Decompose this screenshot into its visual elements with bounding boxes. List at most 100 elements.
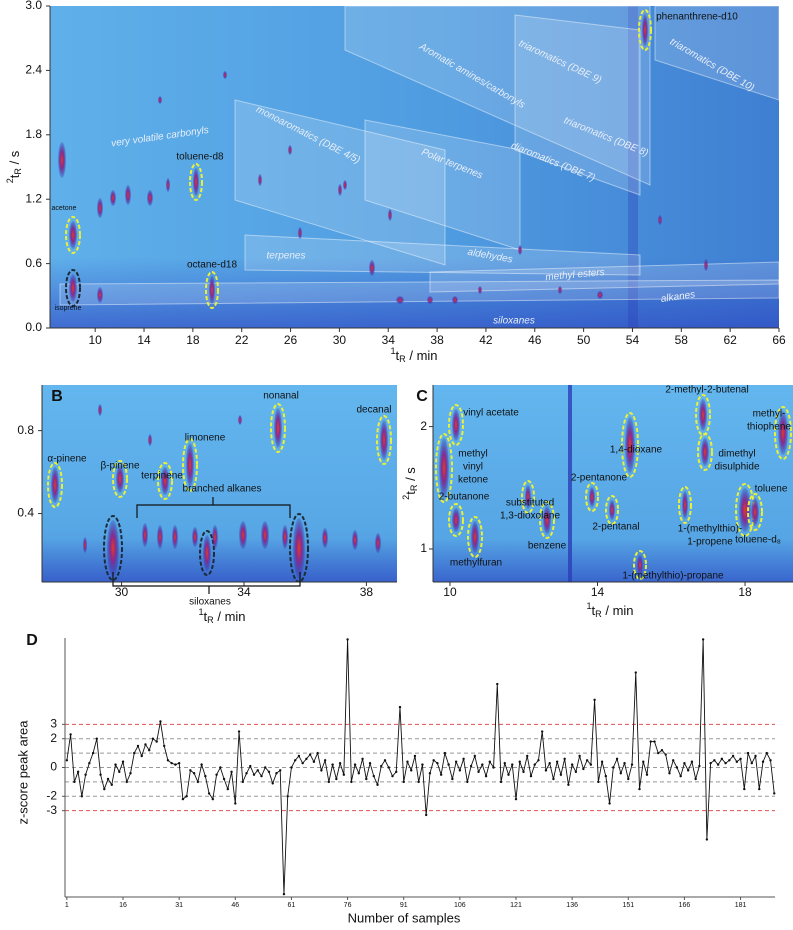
- y-tick-label: -2: [46, 788, 57, 802]
- peak: [288, 145, 292, 155]
- x-tick-label: 30: [333, 333, 347, 347]
- data-point: [522, 770, 525, 774]
- peak: [322, 528, 328, 548]
- x-tick-label: 34: [382, 333, 396, 347]
- data-point: [746, 751, 750, 755]
- data-point: [413, 754, 417, 758]
- peak-highlight: [448, 404, 464, 446]
- peak: [223, 71, 227, 79]
- peak-highlight: [697, 433, 713, 471]
- compound-class-region: [244, 234, 641, 276]
- data-point: [585, 759, 589, 762]
- data-point: [395, 770, 398, 774]
- peak-annotation: terpinene: [141, 471, 183, 482]
- peak-highlight: [695, 394, 711, 436]
- data-point: [761, 760, 765, 763]
- peak-highlight: [205, 271, 219, 309]
- data-point: [200, 763, 203, 766]
- peak-annotation: β-pinene: [100, 461, 140, 472]
- panel-label: B: [51, 388, 63, 405]
- axis-label-part: R: [13, 168, 23, 175]
- x-tick-label: 42: [479, 333, 493, 347]
- data-point: [91, 751, 95, 755]
- y-tick-label: 2: [50, 731, 57, 745]
- data-point: [361, 757, 364, 761]
- x-tick-label: 76: [344, 902, 352, 909]
- y-tick-label: 0.8: [17, 423, 34, 437]
- data-point: [563, 757, 566, 761]
- data-point: [615, 757, 619, 761]
- peak: [161, 467, 169, 495]
- peak: [427, 296, 433, 304]
- data-point: [728, 759, 731, 762]
- x-tick-label: 46: [231, 902, 239, 909]
- peak: [282, 525, 288, 549]
- data-point: [312, 760, 316, 763]
- data-point: [638, 787, 641, 791]
- column-bleed-band: [42, 538, 397, 582]
- data-point: [264, 766, 267, 769]
- data-point: [686, 769, 690, 772]
- peak-highlight: [65, 216, 81, 254]
- data-point: [683, 761, 686, 765]
- peak: [69, 274, 77, 302]
- peak-annotation: toluene-d₈: [735, 535, 781, 546]
- data-point: [660, 749, 664, 752]
- x-tick-label: 50: [577, 333, 591, 347]
- data-point: [634, 671, 637, 674]
- data-point: [608, 802, 611, 805]
- data-point: [612, 766, 615, 769]
- peak: [110, 190, 116, 206]
- data-point: [735, 760, 739, 763]
- data-point: [653, 740, 656, 743]
- data-point: [249, 764, 252, 768]
- data-point: [544, 769, 548, 772]
- data-point: [308, 753, 312, 756]
- y-axis-label: z-score peak area: [15, 720, 30, 825]
- peak: [682, 491, 688, 519]
- panel-label: C: [416, 388, 428, 405]
- peak: [597, 291, 603, 299]
- data-point: [627, 777, 630, 781]
- peak-annotation: 2-pentanal: [592, 522, 639, 533]
- data-point: [133, 751, 136, 755]
- compound-class-region: [234, 99, 446, 266]
- peak-annotation: acetone: [52, 205, 77, 212]
- data-point: [252, 773, 256, 776]
- peak-annotation: 1-propene: [687, 537, 733, 548]
- x-tick-label: 18: [186, 333, 200, 347]
- peak: [439, 438, 449, 498]
- data-point: [256, 769, 259, 772]
- peak: [543, 506, 551, 534]
- peak: [166, 178, 170, 192]
- data-point: [679, 774, 682, 778]
- peak-highlight: [747, 493, 763, 531]
- peak: [147, 190, 153, 206]
- peak-highlight: [633, 550, 647, 580]
- x-tick-label: 136: [566, 902, 578, 909]
- x-tick-label: 166: [679, 902, 691, 909]
- peak: [125, 185, 131, 205]
- peak: [158, 96, 162, 104]
- peak: [142, 523, 148, 547]
- data-point: [548, 761, 551, 765]
- axis-label-part: R: [399, 354, 406, 364]
- chromatogram-image: [42, 385, 397, 582]
- peak: [97, 287, 103, 303]
- peak-highlight: [270, 403, 286, 453]
- peak: [388, 209, 392, 221]
- data-point: [518, 760, 521, 763]
- bracket: [112, 572, 301, 594]
- peak-annotation: 2-pentanone: [571, 473, 628, 484]
- data-point: [219, 766, 222, 769]
- y-axis-label: 2tR / s: [401, 467, 419, 500]
- data-point: [118, 770, 121, 774]
- peak: [471, 521, 479, 553]
- data-point: [443, 751, 447, 755]
- data-point: [301, 761, 304, 765]
- data-point: [623, 761, 626, 765]
- data-point: [335, 777, 338, 781]
- peak-annotation: vinyl: [463, 462, 483, 473]
- peak-annotation: siloxanes: [189, 597, 231, 608]
- peak: [478, 286, 482, 294]
